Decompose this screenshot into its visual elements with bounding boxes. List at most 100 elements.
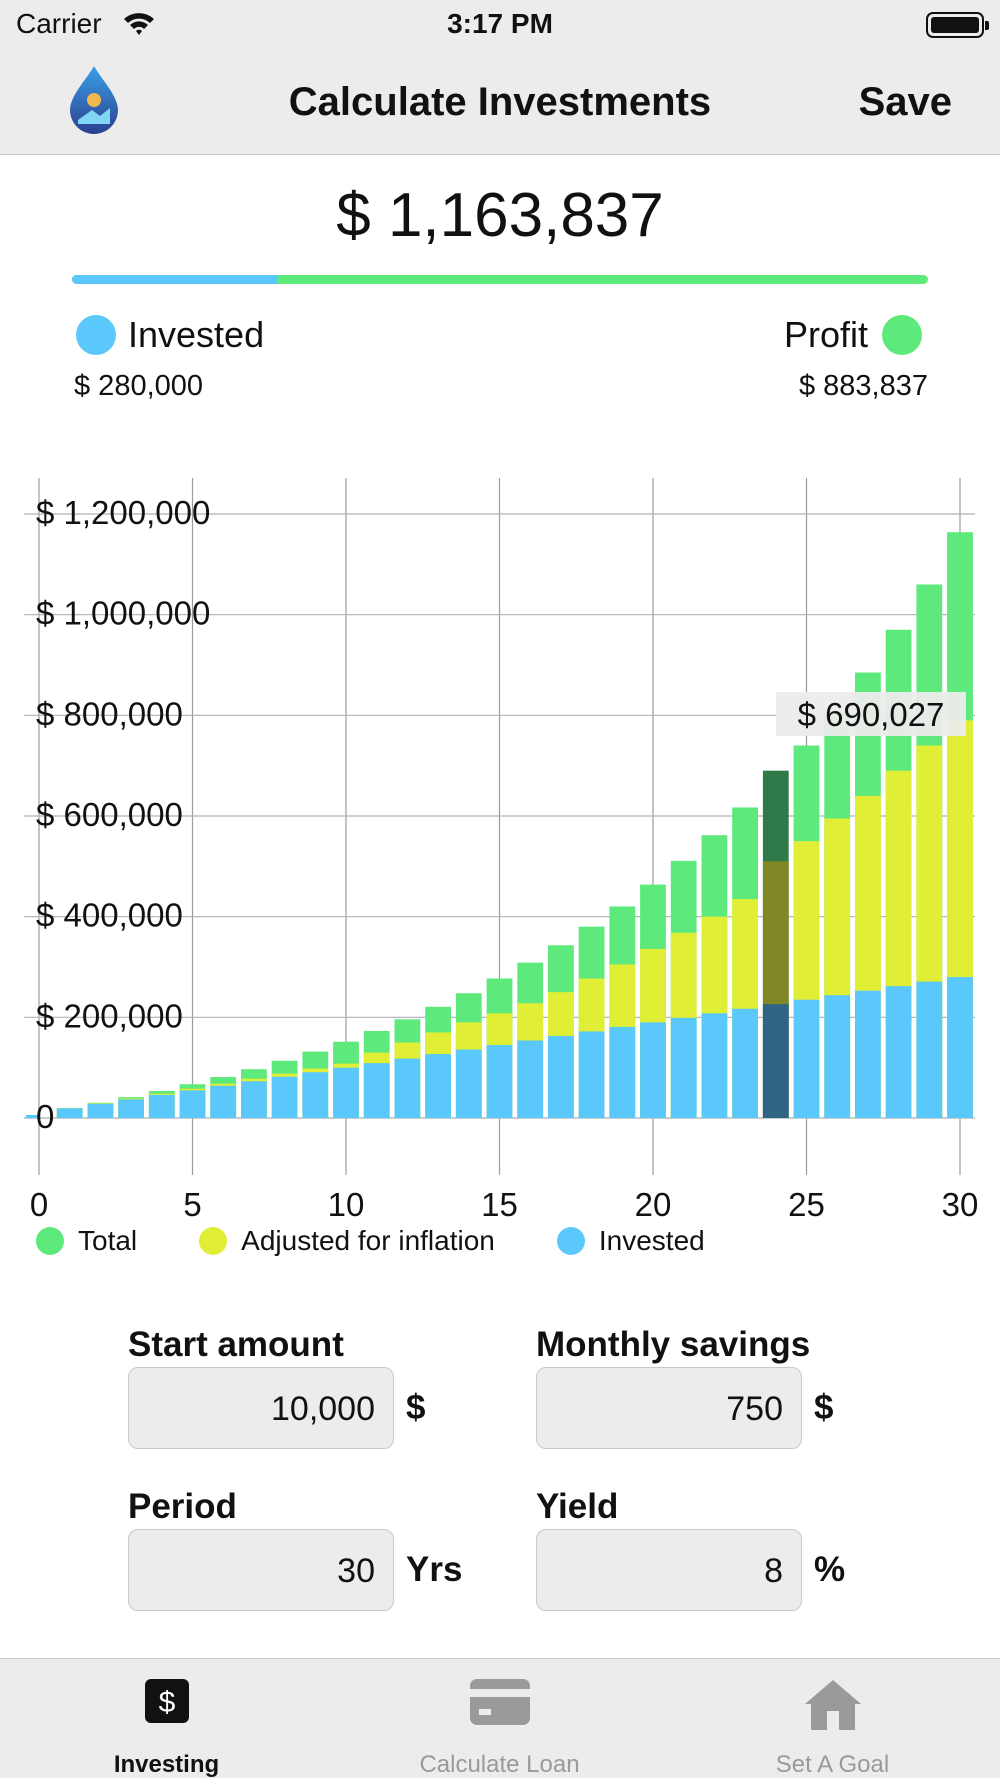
bar-invested — [640, 1022, 666, 1118]
invested-profit-bar — [72, 275, 928, 284]
x-tick-label: 5 — [183, 1186, 201, 1220]
bar-invested — [455, 1049, 482, 1118]
bar-invested — [548, 1035, 574, 1118]
bar-invested — [855, 990, 881, 1118]
tab-calculate-loan-label: Calculate Loan — [419, 1751, 580, 1778]
page-title: Calculate Investments — [288, 80, 712, 124]
y-tick-label: $ 200,000 — [36, 997, 183, 1034]
clock-time: 3:17 PM — [447, 8, 553, 39]
legend-inflation: Adjusted for inflation — [199, 1225, 495, 1257]
bar-invested — [947, 977, 973, 1118]
bar-invested — [578, 1031, 605, 1118]
bar-invested — [793, 999, 820, 1118]
period-unit: Yrs — [406, 1550, 463, 1589]
total-dot-icon — [36, 1227, 64, 1255]
house-icon — [802, 1677, 864, 1738]
bar-invested — [517, 1040, 544, 1118]
x-tick-label: 0 — [30, 1186, 48, 1220]
bar-invested — [885, 986, 912, 1118]
tab-set-a-goal-label: Set A Goal — [775, 1751, 890, 1778]
x-tick-label: 30 — [942, 1186, 979, 1220]
carrier-label: Carrier — [16, 8, 102, 39]
bar-invested — [609, 1026, 636, 1118]
yield-unit: % — [814, 1550, 846, 1589]
yield-label: Yield — [536, 1487, 619, 1526]
app-logo-icon — [66, 64, 122, 141]
bar-invested — [56, 1108, 83, 1118]
start-amount-field[interactable]: 10,000 — [128, 1367, 394, 1449]
total-amount: $ 1,163,837 — [336, 181, 664, 250]
invested-legend: Invested — [76, 314, 264, 356]
yield-field[interactable]: 8 — [536, 1529, 802, 1611]
profit-label: Profit — [783, 314, 868, 355]
bar-invested — [271, 1076, 298, 1118]
bar-start — [26, 1114, 40, 1118]
y-tick-label: $ 800,000 — [36, 695, 183, 732]
period-label: Period — [128, 1487, 237, 1526]
legend-inflation-label: Adjusted for inflation — [241, 1225, 495, 1256]
y-tick-label: $ 1,200,000 — [36, 494, 210, 531]
save-button[interactable]: Save — [858, 80, 952, 124]
bar-invested — [394, 1058, 421, 1118]
bar-invested — [732, 1008, 758, 1118]
highlight-tooltip-background — [776, 692, 966, 736]
y-tick-label: $ 400,000 — [36, 897, 183, 934]
chart-legend: Total Adjusted for inflation Invested — [36, 1225, 767, 1257]
monthly-savings-label: Monthly savings — [536, 1325, 811, 1364]
legend-invested: Invested — [556, 1225, 705, 1257]
start-amount-label: Start amount — [128, 1325, 344, 1364]
dollar-icon: $ — [143, 1677, 191, 1730]
y-tick-label: $ 600,000 — [36, 796, 183, 833]
tab-investing[interactable]: $ Investing — [0, 1659, 333, 1778]
bar-invested — [670, 1017, 697, 1118]
bar-invested — [87, 1103, 114, 1118]
invested-label: Invested — [128, 314, 265, 355]
navigation-bar: Calculate Investments Save — [0, 50, 1000, 155]
y-tick-label: $ 1,000,000 — [36, 595, 210, 632]
tab-investing-label: Investing — [113, 1751, 220, 1778]
inflation-dot-icon — [199, 1227, 228, 1255]
invested-fill — [72, 275, 278, 284]
bar-invested — [210, 1085, 237, 1118]
card-icon — [469, 1677, 531, 1732]
x-tick-label: 25 — [788, 1186, 825, 1220]
highlight-tooltip-label: $ 690,027 — [798, 696, 945, 733]
x-tick-label: 10 — [328, 1186, 365, 1220]
tab-set-a-goal[interactable]: Set A Goal — [666, 1659, 999, 1778]
bar-invested — [762, 1004, 789, 1118]
bar-invested — [179, 1090, 206, 1118]
invested-value: $ 280,000 — [74, 370, 204, 402]
tab-bar: $ Investing Calculate Loan Set A Goal — [0, 1658, 1000, 1778]
bar-invested — [486, 1045, 513, 1118]
legend-total-label: Total — [78, 1225, 138, 1256]
bar-invested — [425, 1054, 451, 1118]
bar-invested — [333, 1067, 359, 1118]
bar-invested — [363, 1063, 390, 1118]
x-tick-label: 20 — [635, 1186, 672, 1220]
legend-invested-label: Invested — [598, 1225, 705, 1256]
investment-chart[interactable]: 0 $ 200,000 $ 400,000 $ 600,000 $ 800,000 $ 1… — [0, 470, 1000, 1220]
legend-total: Total — [36, 1225, 137, 1257]
bar-invested — [916, 981, 943, 1118]
profit-value: $ 883,837 — [798, 370, 928, 402]
bar-invested — [302, 1072, 329, 1118]
bar-invested — [118, 1099, 144, 1118]
bar-invested — [241, 1081, 267, 1118]
svg-text:$: $ — [158, 1686, 175, 1719]
start-amount-unit: $ — [406, 1388, 426, 1427]
monthly-savings-unit: $ — [814, 1388, 834, 1427]
tab-calculate-loan[interactable]: Calculate Loan — [333, 1659, 666, 1778]
x-tick-label: 15 — [481, 1186, 518, 1220]
profit-legend: Profit — [784, 314, 922, 356]
invested-legend-dot-icon — [556, 1227, 585, 1255]
monthly-savings-field[interactable]: 750 — [536, 1367, 802, 1449]
status-bar: Carrier 3:17 PM — [0, 0, 1000, 50]
battery-icon — [926, 12, 989, 38]
bar-invested — [824, 995, 851, 1118]
y-tick-label: 0 — [36, 1098, 54, 1135]
wifi-icon — [122, 10, 156, 41]
invested-dot-icon — [76, 315, 116, 355]
bar-invested — [701, 1013, 728, 1118]
period-field[interactable]: 30 — [128, 1529, 394, 1611]
profit-dot-icon — [882, 315, 922, 355]
